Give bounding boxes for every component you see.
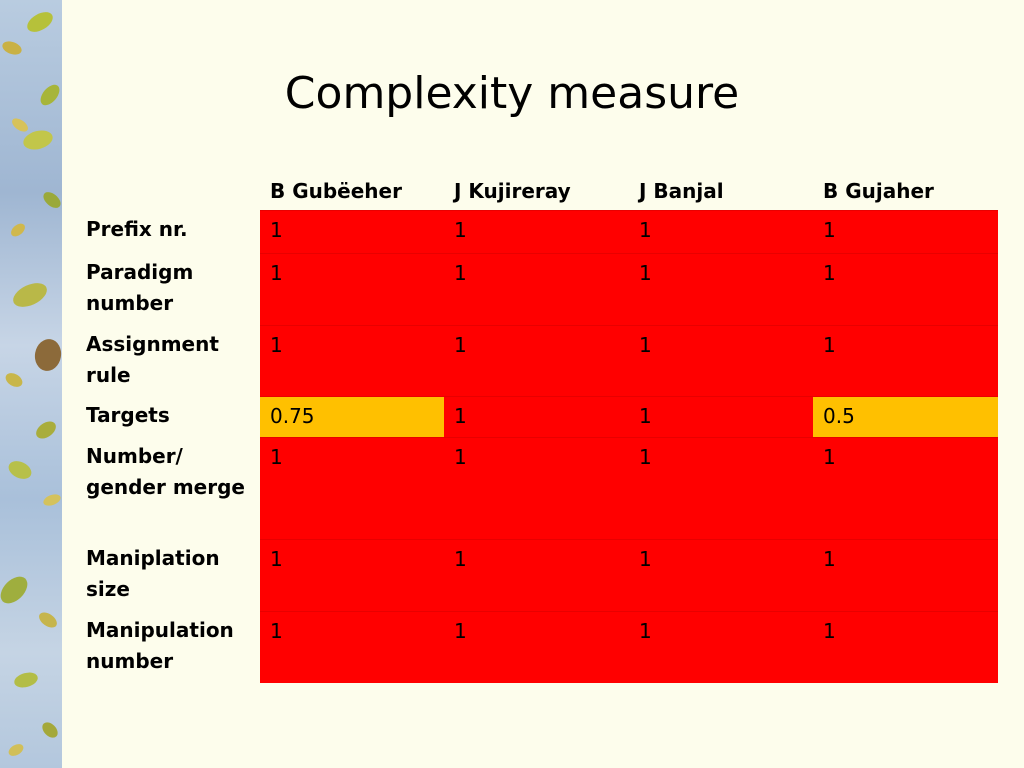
table-row: Paradigm number 1 1 1 1 [76,252,998,325]
column-header: J Banjal [639,179,724,203]
row-label: Targets [86,403,170,427]
table-cell: 1 [813,538,998,611]
table-cell: 1 [444,395,629,437]
table-cell: 1 [260,436,444,539]
table-cell: 1 [260,252,444,325]
table-cell: 1 [444,252,629,325]
table-cell: 1 [813,209,998,253]
row-label: Prefix nr. [86,217,188,241]
table-row: Assignment rule 1 1 1 1 [76,324,998,396]
table-cell: 1 [444,436,629,539]
column-header: B Gubëeher [270,179,402,203]
complexity-table: B Gubëeher J Kujireray J Banjal B Gujahe… [76,170,998,683]
header-row: B Gubëeher J Kujireray J Banjal B Gujahe… [76,170,998,210]
table-row: Number/ gender merge 1 1 1 1 [76,436,998,539]
table-cell: 1 [629,610,813,683]
column-header: B Gujaher [823,179,934,203]
table-cell: 1 [260,324,444,396]
table-cell: 0.5 [813,395,998,437]
table-cell: 1 [444,538,629,611]
table-cell: 1 [629,324,813,396]
table-cell: 1 [444,209,629,253]
table-cell: 1 [629,395,813,437]
table-cell: 1 [813,324,998,396]
table-cell: 1 [813,252,998,325]
decorative-leaf-border [0,0,62,768]
table-cell: 1 [260,538,444,611]
leaf-pattern-icon [0,12,62,756]
table-cell: 1 [629,209,813,253]
table-row: Manipulation number 1 1 1 1 [76,610,998,683]
table-cell: 1 [813,610,998,683]
table-cell: 1 [629,252,813,325]
row-label: Maniplation size [86,546,220,601]
table-cell: 1 [260,610,444,683]
row-label: Number/ gender merge [86,444,245,499]
row-label: Paradigm number [86,260,194,315]
table-row: Targets 0.75 1 1 0.5 [76,395,998,437]
table-cell: 1 [629,436,813,539]
table-cell: 1 [260,209,444,253]
table-cell: 1 [444,610,629,683]
table-cell: 0.75 [260,395,444,437]
row-label: Manipulation number [86,618,234,673]
table-cell: 1 [444,324,629,396]
row-label: Assignment rule [86,332,219,387]
table-row: Prefix nr. 1 1 1 1 [76,209,998,253]
column-header: J Kujireray [454,179,571,203]
header-corner [76,170,260,210]
slide-title: Complexity measure [284,68,740,119]
table-cell: 1 [813,436,998,539]
table-row: Maniplation size 1 1 1 1 [76,538,998,611]
table-cell: 1 [629,538,813,611]
